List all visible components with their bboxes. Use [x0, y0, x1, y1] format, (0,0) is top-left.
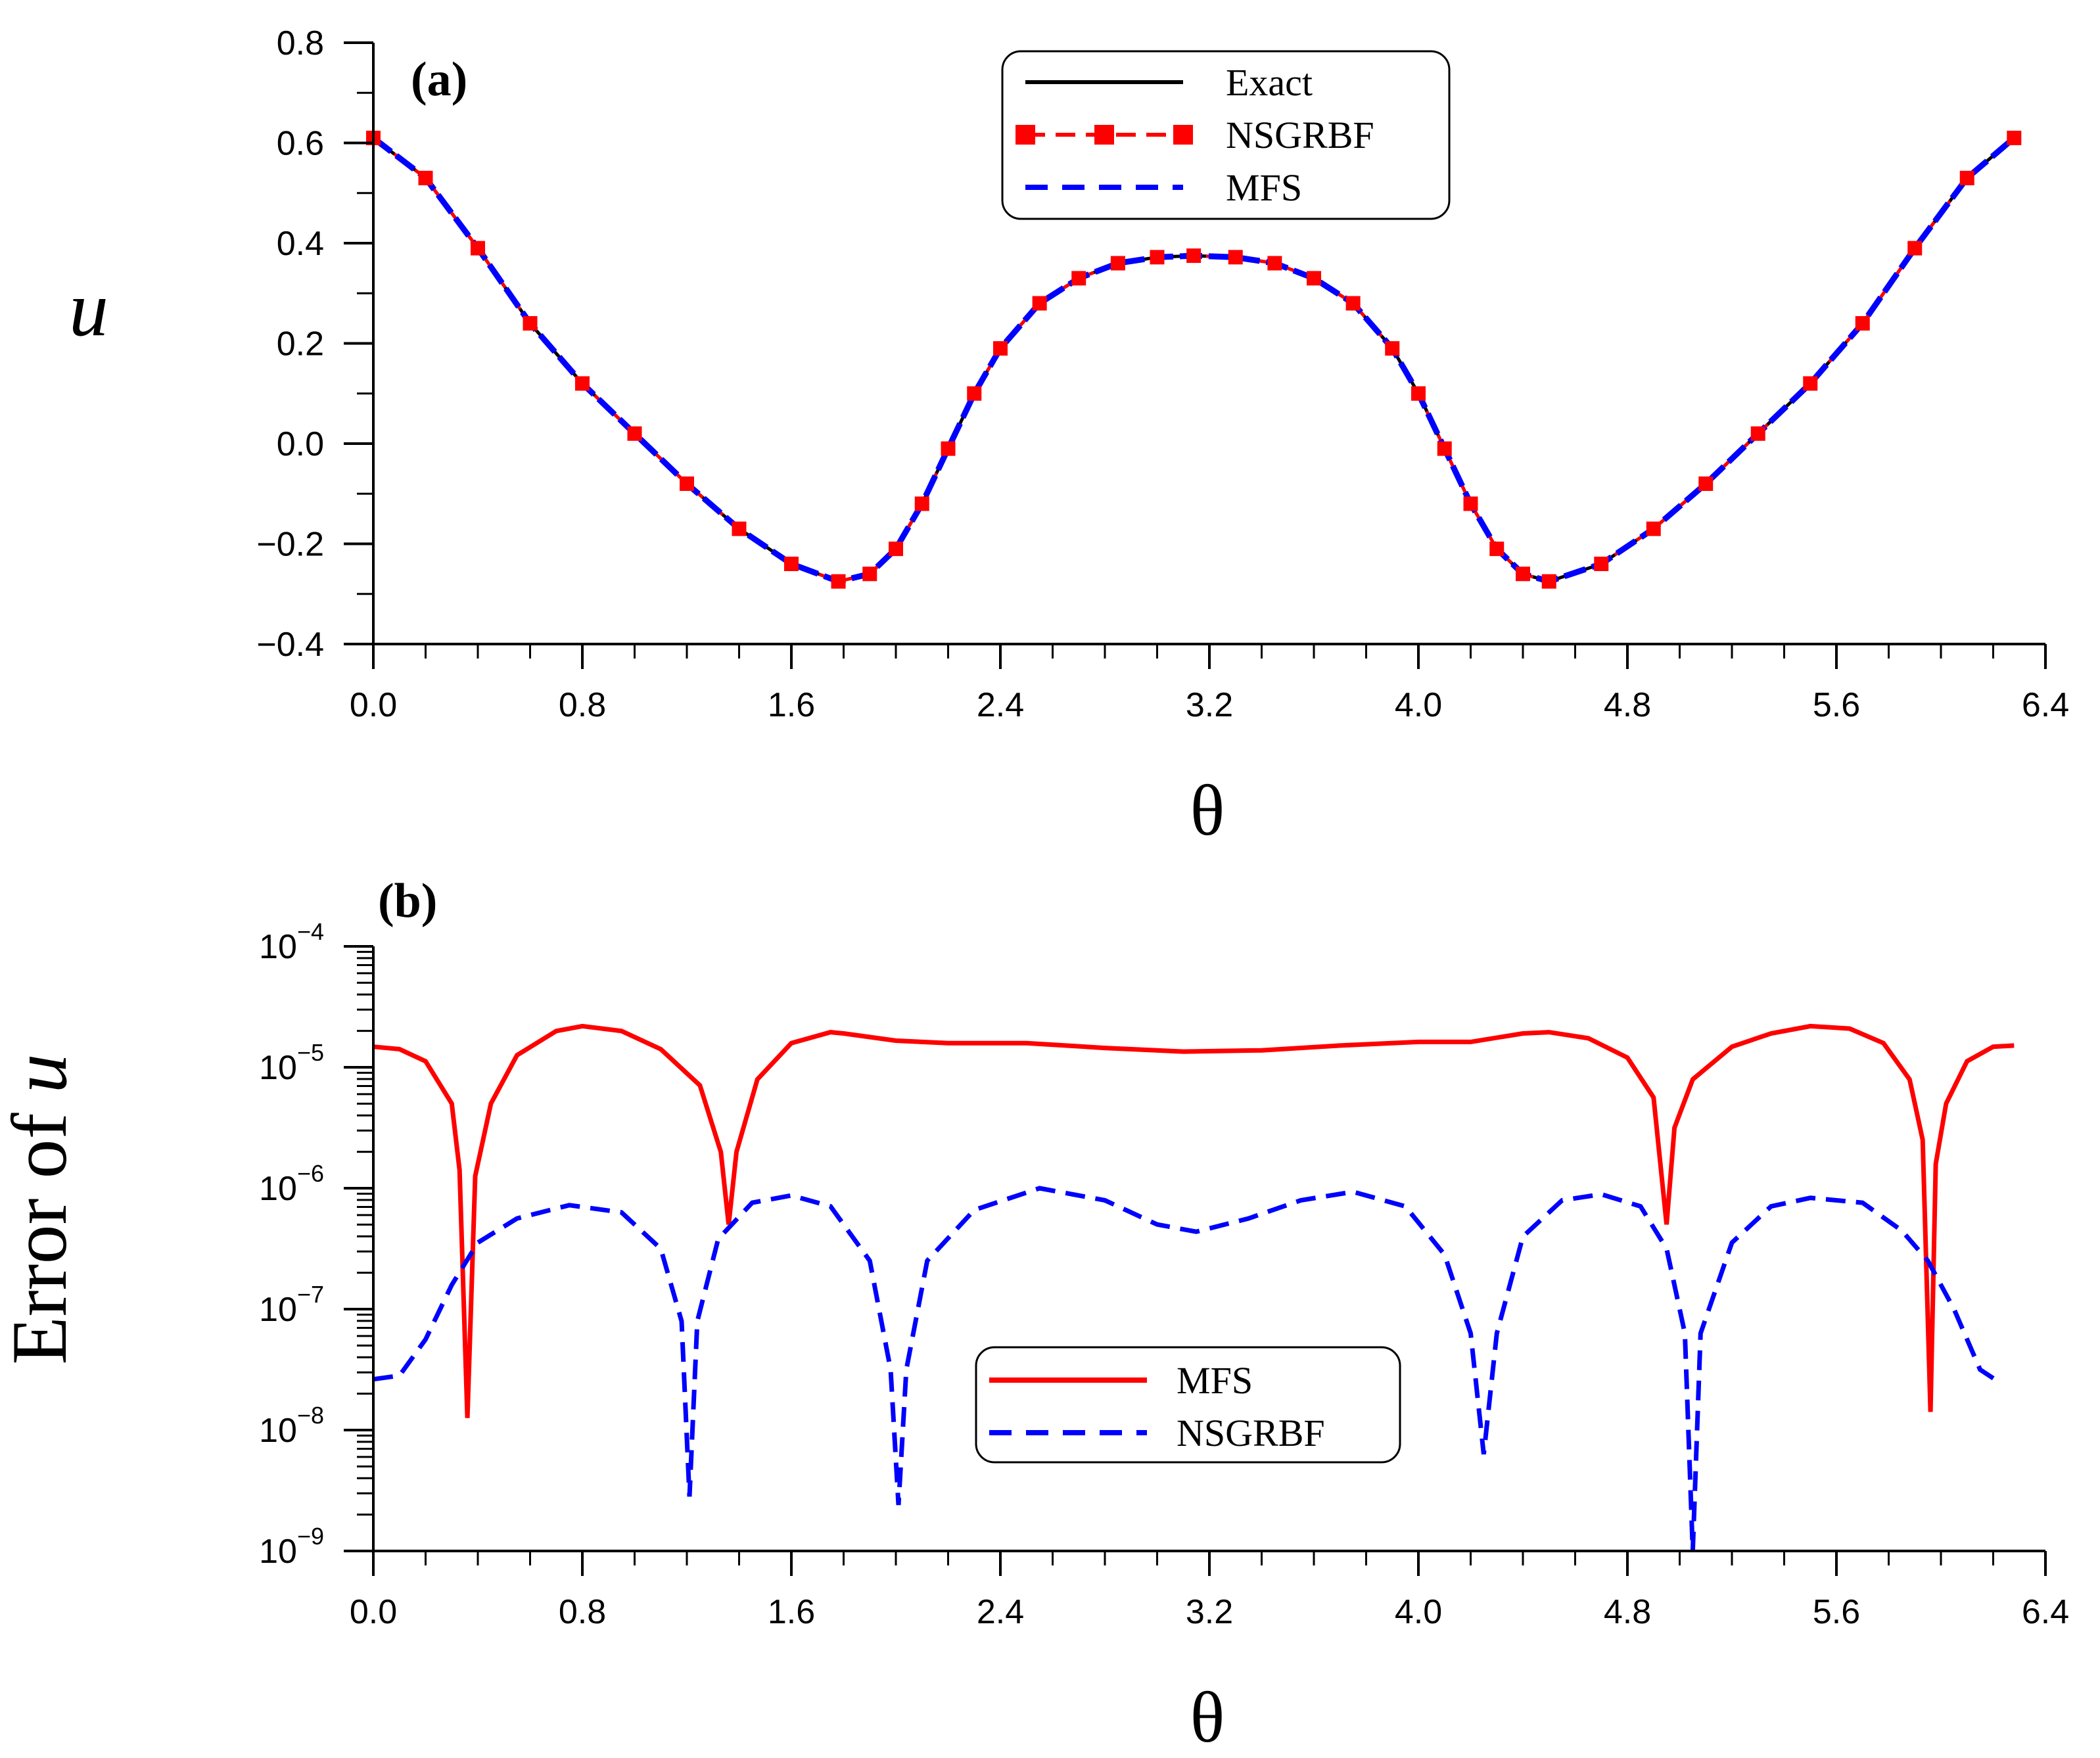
- legend-b-nsgrbf-label: NSGRBF: [1177, 1412, 1325, 1454]
- panel-a-x-axis-title: θ: [1190, 770, 1225, 850]
- panel-b-x-tick-label: 4.8: [1604, 1593, 1651, 1631]
- panel-a-y-tick-label: 0.8: [277, 24, 324, 62]
- series-a-nsgrbf-marker: [471, 241, 485, 256]
- legend-a-nsgrbf-marker-1: [1015, 125, 1035, 145]
- series-a-nsgrbf-marker: [1228, 250, 1243, 265]
- panel-a-x-tick-label: 6.4: [2022, 686, 2069, 724]
- series-a-nsgrbf-marker: [862, 567, 877, 582]
- panel-b-y-axis-title-text: Error of: [0, 1093, 83, 1364]
- series-a-nsgrbf-marker: [1032, 296, 1047, 311]
- panel-b-y-tick-label: 10−7: [259, 1281, 324, 1329]
- series-a-nsgrbf-marker: [575, 376, 590, 391]
- panel-b-x-tick-label: 1.6: [768, 1593, 815, 1631]
- panel-b: 0.0 0.8 1.6 2.4 3.2 4.0 4.8 5.6 6.4 10−4 10−5 10−6 1…: [0, 874, 2069, 1757]
- panel-a-y-tick-label: −0.2: [256, 526, 324, 564]
- panel-a-x-tick-label: 1.6: [768, 686, 815, 724]
- series-a-nsgrbf-marker: [1855, 316, 1870, 331]
- panel-b-x-tick-label: 2.4: [977, 1593, 1024, 1631]
- panel-b-x-axis-title: θ: [1190, 1677, 1225, 1757]
- panel-a-axes: 0.0 0.8 1.6 2.4 3.2 4.0 4.8 5.6 6.4 −0.4 −0.2 0.0 0.…: [256, 24, 2069, 724]
- panel-b-axes: 0.0 0.8 1.6 2.4 3.2 4.0 4.8 5.6 6.4 10−4 10−5 10−6 1…: [259, 918, 2069, 1631]
- series-a-nsgrbf-marker: [1541, 574, 1556, 589]
- panel-b-x-tick-label: 6.4: [2022, 1593, 2069, 1631]
- panel-a-y-tick-label: 0.2: [277, 325, 324, 363]
- panel-a-legend: Exact NSGRBF MFS: [1001, 50, 1451, 220]
- series-b-mfs-line: [373, 1023, 2015, 1418]
- panel-a-x-tick-label: 0.0: [350, 686, 397, 724]
- panel-a-x-tick-label: 3.2: [1186, 686, 1233, 724]
- series-a-nsgrbf-marker: [784, 557, 799, 571]
- legend-a-nsgrbf-marker-3: [1173, 125, 1193, 145]
- panel-a-y-tick-label: −0.4: [256, 626, 324, 664]
- panel-b-y-tick-label: 10−4: [259, 918, 324, 966]
- panel-b-x-tick-label: 3.2: [1186, 1593, 1233, 1631]
- series-a-nsgrbf-marker: [2007, 130, 2022, 145]
- series-a-nsgrbf-marker: [1186, 248, 1202, 264]
- panel-b-y-axis-title: Error of u: [0, 1053, 83, 1364]
- legend-a-mfs-label: MFS: [1226, 166, 1302, 209]
- panel-b-y-tick-label: 10−6: [259, 1160, 324, 1208]
- panel-a-label: (a): [411, 53, 467, 106]
- series-a-nsgrbf-marker: [1803, 376, 1818, 391]
- series-a-nsgrbf-marker: [1150, 250, 1165, 265]
- panel-a-legend-box: [1001, 50, 1451, 220]
- series-a-nsgrbf-marker: [627, 426, 642, 441]
- panel-a-x-tick-label: 5.6: [1813, 686, 1860, 724]
- panel-a-y-axis-title: u: [69, 265, 108, 352]
- series-a-nsgrbf-marker: [523, 316, 538, 331]
- series-a-nsgrbf-marker: [1411, 386, 1426, 401]
- series-a-nsgrbf-marker: [1698, 476, 1714, 491]
- panel-a-x-tick-label: 4.0: [1395, 686, 1442, 724]
- panel-a-series: [366, 130, 2022, 589]
- series-a-nsgrbf-marker: [967, 386, 982, 401]
- series-a-nsgrbf-marker: [1594, 557, 1609, 571]
- series-a-nsgrbf-marker: [1489, 542, 1505, 557]
- series-b-nsgrbf-line: [373, 1186, 2000, 1552]
- series-a-nsgrbf-marker: [1959, 170, 1974, 185]
- series-a-nsgrbf-marker: [889, 542, 903, 557]
- panel-a-y-tick-label: 0.0: [277, 425, 324, 463]
- series-a-nsgrbf-marker: [914, 496, 929, 511]
- series-a-nsgrbf-marker: [1750, 426, 1765, 441]
- series-a-nsgrbf-marker: [1307, 271, 1321, 286]
- series-a-nsgrbf-marker: [1267, 256, 1282, 271]
- series-a-nsgrbf-marker: [732, 521, 747, 536]
- panel-b-y-tick-label: 10−9: [259, 1523, 324, 1571]
- series-a-nsgrbf-marker: [941, 441, 956, 456]
- panel-b-y-tick-label: 10−8: [259, 1402, 324, 1450]
- series-a-nsgrbf-marker: [831, 574, 846, 589]
- panel-a-x-tick-label: 0.8: [559, 686, 606, 724]
- panel-a-y-tick-label: 0.4: [277, 225, 324, 263]
- panel-b-x-tick-label: 0.8: [559, 1593, 606, 1631]
- panel-a-x-tick-label: 4.8: [1604, 686, 1651, 724]
- legend-a-exact-label: Exact: [1226, 61, 1313, 104]
- panel-a-y-tick-label: 0.6: [277, 125, 324, 163]
- series-a-nsgrbf-marker: [1463, 496, 1478, 511]
- panel-b-x-tick-label: 4.0: [1395, 1593, 1442, 1631]
- series-a-nsgrbf-marker: [1385, 341, 1400, 356]
- panel-b-series: [373, 1023, 2015, 1552]
- series-a-nsgrbf-marker: [1110, 256, 1125, 271]
- series-a-nsgrbf-marker: [1646, 521, 1661, 536]
- series-a-nsgrbf-marker: [993, 341, 1008, 356]
- panel-b-legend: MFS NSGRBF: [975, 1346, 1401, 1464]
- series-a-nsgrbf-marker: [1345, 296, 1361, 311]
- series-a-nsgrbf-marker: [418, 170, 433, 185]
- panel-b-label: (b): [378, 874, 437, 928]
- panel-b-y-tick-label: 10−5: [259, 1039, 324, 1087]
- series-a-nsgrbf-marker: [1907, 241, 1923, 256]
- series-a-nsgrbf-marker: [1071, 271, 1086, 286]
- panel-a: 0.0 0.8 1.6 2.4 3.2 4.0 4.8 5.6 6.4 −0.4 −0.2 0.0 0.…: [69, 24, 2069, 850]
- legend-a-nsgrbf-marker-2: [1094, 125, 1114, 145]
- series-a-nsgrbf-marker: [680, 476, 694, 491]
- series-a-nsgrbf-marker: [1437, 441, 1452, 456]
- series-a-nsgrbf-marker: [1516, 567, 1530, 582]
- panel-b-x-tick-label: 0.0: [350, 1593, 397, 1631]
- panel-b-x-tick-label: 5.6: [1813, 1593, 1860, 1631]
- legend-a-nsgrbf-label: NSGRBF: [1226, 114, 1374, 156]
- panel-a-x-tick-label: 2.4: [977, 686, 1024, 724]
- legend-b-mfs-label: MFS: [1177, 1359, 1253, 1402]
